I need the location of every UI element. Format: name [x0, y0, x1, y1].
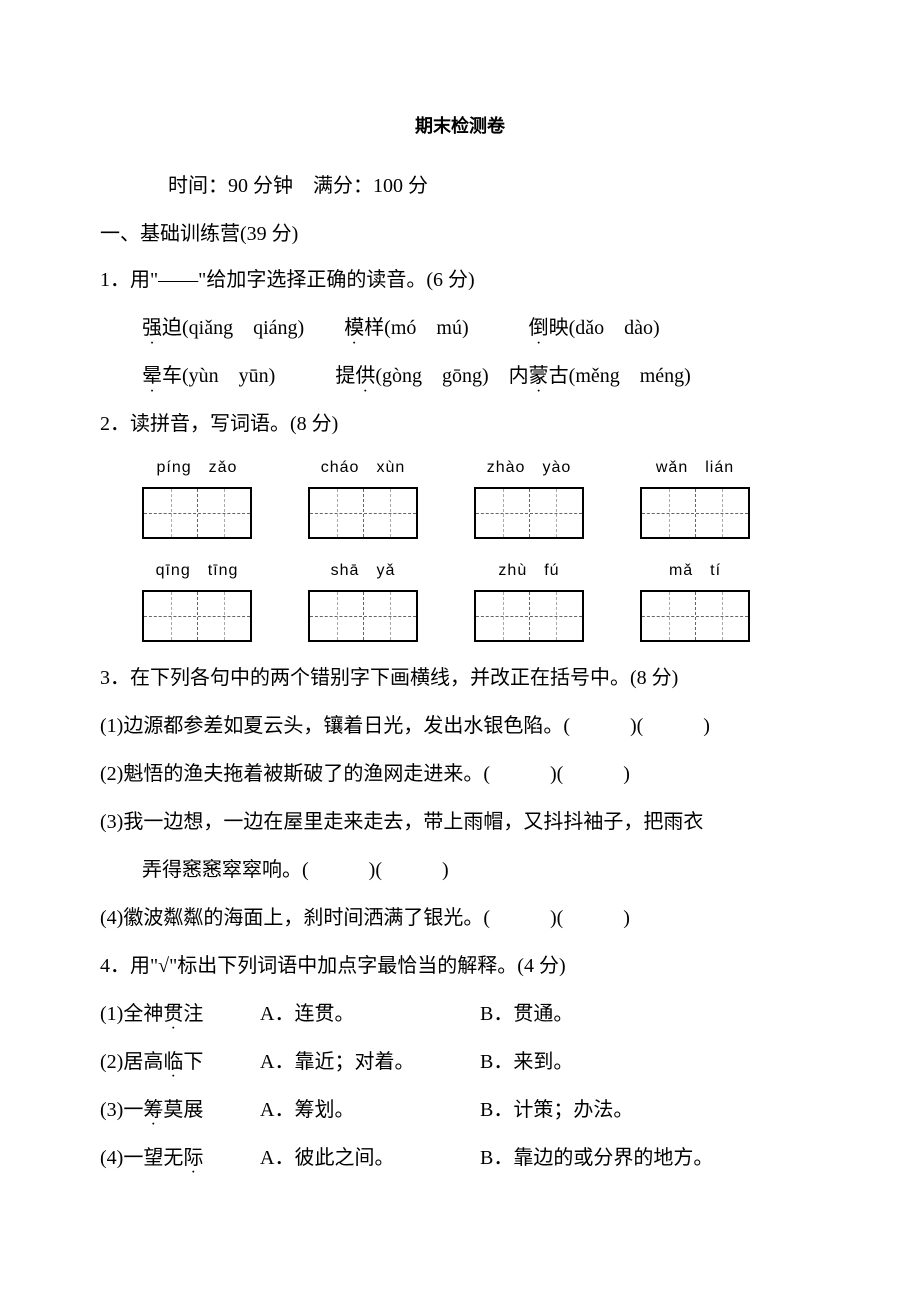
q4-3-opt-b: B．计策；办法。	[480, 1092, 820, 1128]
q2-box-2: cháo xùn	[308, 454, 418, 539]
q1-r1c-dot: 倒	[529, 310, 549, 346]
q4-item-2: (2)居高临下 A．靠近；对着。 B．来到。	[100, 1044, 820, 1080]
q3-item-1: (1)边源都参差如夏云头，镶着日光，发出水银色陷。( )( )	[100, 708, 820, 744]
pinyin-label: qīng tīng	[142, 557, 252, 586]
q1-row1: 强迫(qiǎng qiáng) 模样(mó mú) 倒映(dǎo dào)	[100, 310, 820, 346]
q4-4-term: (4)一望无际	[100, 1140, 260, 1176]
char-box[interactable]	[142, 590, 252, 642]
q2-box-1: píng zǎo	[142, 454, 252, 539]
pinyin-label: cháo xùn	[308, 454, 418, 483]
q2-box-6: shā yǎ	[308, 557, 418, 642]
q1-prompt-pre: 1．用"——"给加	[100, 269, 246, 291]
q2-box-3: zhào yào	[474, 454, 584, 539]
pinyin-label: wǎn lián	[640, 454, 750, 483]
q3-prompt: 3．在下列各句中的两个错别字下画横线，并改正在括号中。(8 分)	[100, 660, 820, 696]
q3-item-4: (4)徽波粼粼的海面上，刹时间洒满了银光。( )( )	[100, 900, 820, 936]
q1-r2a-dot: 晕	[142, 358, 162, 394]
q4-2-opt-a: A．靠近；对着。	[260, 1044, 480, 1080]
q1-r2a-rest: 车(yùn yūn)	[162, 365, 275, 387]
q1-r1a-dot: 强	[142, 310, 162, 346]
q4-1-opt-a: A．连贯。	[260, 996, 480, 1032]
q1-r1a-rest: 迫(qiǎng qiáng)	[162, 317, 304, 339]
pinyin-label: píng zǎo	[142, 454, 252, 483]
pinyin-label: zhào yào	[474, 454, 584, 483]
section-1-heading: 一、基础训练营(39 分)	[100, 216, 820, 252]
q1-prompt-post: 字选择正确的读音。(6 分)	[246, 269, 474, 291]
exam-meta: 时间：90 分钟 满分：100 分	[100, 168, 820, 204]
q2-boxes-row1: píng zǎo cháo xùn zhào yào wǎn lián	[100, 454, 820, 539]
q4-4-opt-b: B．靠边的或分界的地方。	[480, 1140, 820, 1176]
q4-2-opt-b: B．来到。	[480, 1044, 820, 1080]
q4-2-term: (2)居高临下	[100, 1044, 260, 1080]
q2-box-8: mǎ tí	[640, 557, 750, 642]
char-box[interactable]	[474, 487, 584, 539]
q4-3-term: (3)一筹莫展	[100, 1092, 260, 1128]
q3-item-3-line1: (3)我一边想，一边在屋里走来走去，带上雨帽，又抖抖袖子，把雨衣	[100, 804, 820, 840]
q1-r1b-dot: 模	[344, 310, 364, 346]
char-box[interactable]	[308, 487, 418, 539]
q4-prompt: 4．用"√"标出下列词语中加点字最恰当的解释。(4 分)	[100, 948, 820, 984]
char-box[interactable]	[308, 590, 418, 642]
exam-title: 期末检测卷	[100, 110, 820, 142]
q2-box-5: qīng tīng	[142, 557, 252, 642]
q1-r2b-dot: 供	[355, 358, 375, 394]
q1-r2b-pre: 提	[335, 365, 355, 387]
q4-item-3: (3)一筹莫展 A．筹划。 B．计策；办法。	[100, 1092, 820, 1128]
q1-r2c-post: 古(měng méng)	[549, 365, 691, 387]
pinyin-label: zhù fú	[474, 557, 584, 586]
q4-1-term: (1)全神贯注	[100, 996, 260, 1032]
q4-4-opt-a: A．彼此之间。	[260, 1140, 480, 1176]
q1-r2c-pre: 内	[509, 365, 529, 387]
char-box[interactable]	[640, 487, 750, 539]
q1-r2b-post: (gòng gōng)	[375, 365, 488, 387]
q2-box-4: wǎn lián	[640, 454, 750, 539]
q4-1-opt-b: B．贯通。	[480, 996, 820, 1032]
pinyin-label: shā yǎ	[308, 557, 418, 586]
char-box[interactable]	[640, 590, 750, 642]
char-box[interactable]	[142, 487, 252, 539]
q4-item-1: (1)全神贯注 A．连贯。 B．贯通。	[100, 996, 820, 1032]
q1-row2: 晕车(yùn yūn) 提供(gòng gōng) 内蒙古(měng méng)	[100, 358, 820, 394]
q3-item-3-line2: 弄得窸窸窣窣响。( )( )	[100, 852, 820, 888]
q2-prompt: 2．读拼音，写词语。(8 分)	[100, 406, 820, 442]
q3-item-2: (2)魁悟的渔夫拖着被斯破了的渔网走进来。( )( )	[100, 756, 820, 792]
q1-prompt: 1．用"——"给加字选择正确的读音。(6 分)	[100, 262, 820, 298]
q4-3-opt-a: A．筹划。	[260, 1092, 480, 1128]
pinyin-label: mǎ tí	[640, 557, 750, 586]
char-box[interactable]	[474, 590, 584, 642]
q1-r2c-dot: 蒙	[529, 358, 549, 394]
q2-boxes-row2: qīng tīng shā yǎ zhù fú mǎ tí	[100, 557, 820, 642]
q1-r1b-rest: 样(mó mú)	[364, 317, 468, 339]
q1-r1c-rest: 映(dǎo dào)	[549, 317, 660, 339]
q4-item-4: (4)一望无际 A．彼此之间。 B．靠边的或分界的地方。	[100, 1140, 820, 1176]
q2-box-7: zhù fú	[474, 557, 584, 642]
